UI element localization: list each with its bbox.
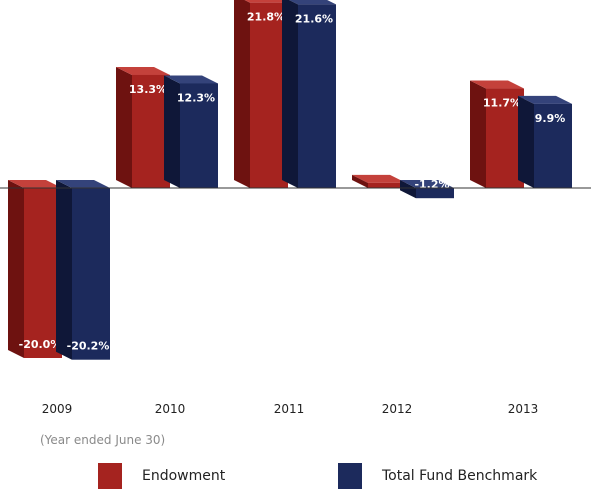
legend-benchmark-label: Total Fund Benchmark [382,468,538,484]
data-label-endowment-2010: 13.3% [129,83,167,96]
bar-top-benchmark-2012 [400,180,454,188]
bar-top-benchmark-2009 [56,180,110,188]
legend-endowment-label: Endowment [142,468,226,484]
bar-side-endowment-2010 [116,66,132,188]
bar-top-benchmark-2010 [164,75,218,84]
bar-benchmark-2013: 9.9% [518,95,572,188]
bar-top-endowment-2013 [470,80,524,89]
bar-side-benchmark-2011 [282,0,298,188]
tick-label-2011: 2011 [274,402,305,416]
bar-front-endowment-2010 [132,74,170,188]
bar-benchmark-2009: -20.2% [56,180,110,360]
bar-front-endowment-2012 [368,182,406,188]
bar-front-benchmark-2011 [298,4,336,189]
bar-side-benchmark-2013 [518,95,534,188]
bar-front-endowment-2009 [24,188,62,358]
bar-front-benchmark-2009 [72,188,110,360]
data-label-endowment-2009: -20.0% [19,338,62,351]
data-label-benchmark-2009: -20.2% [67,340,110,353]
bar-endowment-2009: -20.0% [8,180,62,358]
bar-side-endowment-2011 [234,0,250,188]
bar-front-endowment-2011 [250,2,288,189]
bar-top-benchmark-2011 [289,0,336,5]
tick-label-2009: 2009 [42,402,73,416]
bar-top-endowment-2011 [244,0,288,3]
bar-front-benchmark-2010 [180,83,218,188]
bar-side-endowment-2012 [352,174,368,188]
bars-layer: -20.0% -20.2% 13.3% 12.3% 21.8% 21.6% 0.6% -1.2… [8,0,572,360]
bar-endowment-2012: 0.6% [352,174,406,204]
data-label-benchmark-2013: 9.9% [535,112,566,125]
bar-side-endowment-2009 [8,180,24,358]
year-note: (Year ended June 30) [40,433,166,447]
bar-side-benchmark-2010 [164,75,180,188]
data-label-benchmark-2012: -1.2% [414,178,449,191]
bar-top-benchmark-2013 [518,95,572,104]
bar-benchmark-2011: 21.6% [282,0,336,189]
bar-benchmark-2010: 12.3% [164,75,218,188]
bar-side-benchmark-2012 [400,180,416,199]
tick-label-2013: 2013 [508,402,539,416]
bar-endowment-2010: 13.3% [116,66,170,188]
bar-top-endowment-2010 [116,66,170,75]
legend-benchmark: Total Fund Benchmark [338,462,537,490]
bar-top-endowment-2009 [8,180,62,188]
bar-side-endowment-2013 [470,80,486,188]
legend-endowment: Endowment [98,462,225,490]
bar-side-benchmark-2009 [56,180,72,360]
tick-label-2010: 2010 [155,402,186,416]
data-label-endowment-2011: 21.8% [247,11,285,24]
bar-endowment-2013: 11.7% [470,80,524,188]
data-label-endowment-2013: 11.7% [483,97,521,110]
x-tick-labels: 2009 2010 2011 2012 2013 [42,402,539,416]
legend-endowment-swatch [98,463,122,489]
legend-benchmark-swatch [338,463,362,489]
bar-endowment-2011: 21.8% [234,0,288,189]
bar-front-benchmark-2013 [534,103,572,188]
data-label-benchmark-2011: 21.6% [295,12,333,25]
data-label-benchmark-2010: 12.3% [177,91,215,104]
bar-top-endowment-2012 [352,174,406,183]
data-label-endowment-2012: 0.6% [369,191,400,204]
tick-label-2012: 2012 [382,402,413,416]
bar-front-endowment-2013 [486,88,524,188]
bar-front-benchmark-2012 [416,188,454,199]
